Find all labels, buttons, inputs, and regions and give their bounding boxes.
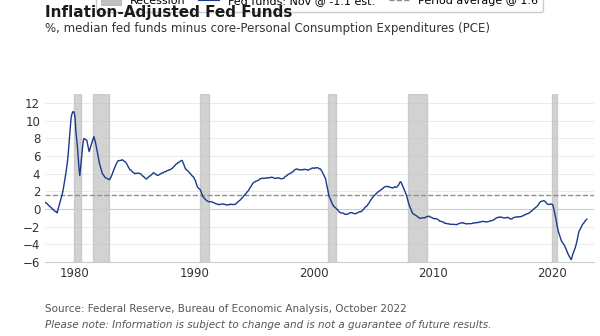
Bar xyxy=(328,94,336,262)
Legend: Recession, Fed funds: Nov @ -1.1 est., Period average @ 1.6: Recession, Fed funds: Nov @ -1.1 est., P… xyxy=(96,0,543,12)
Text: Please note: Information is subject to change and is not a guarantee of future r: Please note: Information is subject to c… xyxy=(45,320,491,330)
Text: Inflation-Adjusted Fed Funds: Inflation-Adjusted Fed Funds xyxy=(45,5,292,20)
Bar xyxy=(200,94,209,262)
Bar xyxy=(93,94,109,262)
Bar xyxy=(408,94,427,262)
Text: Source: Federal Reserve, Bureau of Economic Analysis, October 2022: Source: Federal Reserve, Bureau of Econo… xyxy=(45,304,407,314)
Bar xyxy=(74,94,81,262)
Bar xyxy=(552,94,557,262)
Text: %, median fed funds minus core-Personal Consumption Expenditures (PCE): %, median fed funds minus core-Personal … xyxy=(45,22,490,35)
